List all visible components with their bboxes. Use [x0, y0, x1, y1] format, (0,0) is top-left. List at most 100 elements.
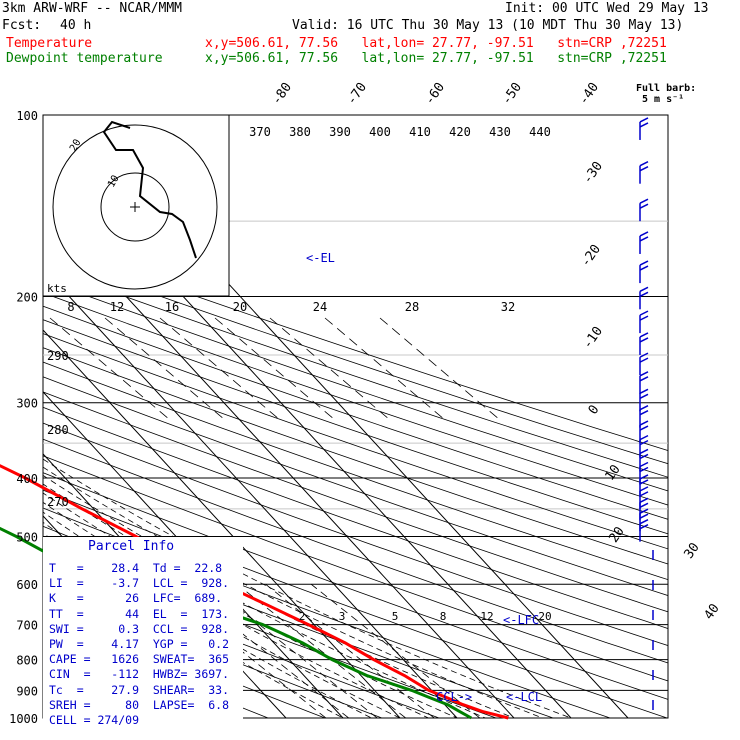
parcel-info-row: K = 26 LFC= 689.: [49, 591, 223, 606]
wind-barb-flag: [639, 434, 649, 441]
dry-adiabat: [43, 292, 668, 506]
moist-adiabat: [43, 466, 544, 718]
wind-barb-flag: [639, 166, 649, 172]
dry-adiabat: [43, 584, 384, 718]
mixing-ratio-label: 2: [299, 610, 306, 623]
speed-tick-label: 28: [405, 300, 419, 314]
wind-barb-flag: [639, 491, 649, 497]
isotherm-label: -40: [576, 80, 602, 108]
wind-barb-flag: [639, 474, 649, 480]
wind-barb-flag: [639, 508, 649, 514]
isotherm-label: 0: [586, 402, 603, 417]
wind-barb-flag: [639, 315, 649, 321]
isotherm-label: -20: [578, 242, 604, 270]
dry-adiabat: [43, 406, 668, 629]
theta-label: 420: [449, 125, 471, 139]
hodograph-box: [42, 114, 230, 297]
wind-barb-flag: [639, 404, 649, 411]
isotherm-label: -70: [344, 80, 370, 108]
mixing-ratio-label: 20: [538, 610, 551, 623]
valid-time: Valid: 16 UTC Thu 30 May 13 (10 MDT Thu …: [292, 18, 684, 33]
pressure-tick-label: 800: [16, 654, 38, 668]
mixing-ratio-line: [208, 583, 378, 718]
dewpoint-legend: Dewpoint temperature: [6, 51, 163, 66]
dry-adiabat: [43, 391, 668, 613]
theta-side-label: 290: [47, 349, 69, 363]
wind-barb-flag: [639, 523, 649, 530]
hodograph-ring-label: 20: [68, 138, 84, 154]
wind-barb-flag: [639, 439, 649, 446]
wind-barb-flag: [639, 291, 649, 297]
speed-tick-label: 24: [313, 300, 327, 314]
annotation-el: <-EL: [306, 251, 335, 265]
mixing-ratio-line: [265, 583, 435, 718]
isotherm-label: -30: [580, 159, 606, 187]
dry-adiabat: [43, 347, 668, 565]
wind-barb-flag: [639, 513, 649, 519]
moist-adiabat: [43, 458, 573, 718]
theta-label: 390: [329, 125, 351, 139]
wind-barb-flag: [639, 388, 649, 394]
speed-tick-label: 16: [165, 300, 179, 314]
parcel-info-row: T = 28.4 Td = 22.8: [49, 561, 223, 575]
dry-adiabat: [43, 489, 668, 718]
speed-guide-line: [104, 317, 226, 421]
wind-barb-flag: [639, 376, 649, 382]
hodograph-trace: [102, 120, 197, 259]
parcel-info-row: CELL = 274/09: [49, 713, 140, 727]
theta-label: 410: [409, 125, 431, 139]
theta-label: 370: [249, 125, 271, 139]
pressure-tick-label: 100: [16, 109, 38, 123]
wind-barb-flag: [639, 453, 649, 460]
wind-barb-flag: [639, 117, 649, 123]
hodograph-ring-label: 10: [106, 174, 122, 190]
wind-barb-flag: [639, 198, 649, 204]
hodograph-unit: kts: [47, 282, 67, 295]
speed-guide-line: [324, 317, 446, 421]
annotation-ccl: CCL->: [436, 690, 472, 704]
speed-guide-line: [214, 317, 336, 421]
isotherm-label: -80: [269, 80, 295, 108]
wind-barb-flag: [639, 409, 649, 416]
dry-adiabat: [43, 305, 668, 520]
speed-tick-label: 8: [67, 300, 74, 314]
mixing-ratio-label: 3: [339, 610, 346, 623]
pressure-tick-label: 1000: [9, 712, 38, 726]
wind-barb-flag: [639, 466, 649, 473]
wind-barb-flag: [639, 420, 649, 426]
temperature-location: x,y=506.61, 77.56 lat,lon= 27.77, -97.51…: [205, 36, 667, 51]
isotherm-line: [0, 115, 1, 718]
speed-tick-label: 12: [110, 300, 124, 314]
wind-barb-flag: [639, 479, 649, 485]
mixing-ratio-line: [236, 583, 406, 718]
wind-barb-flag: [639, 448, 649, 455]
parcel-info-row: LI = -3.7 LCL = 928.: [49, 576, 230, 591]
dry-adiabat: [43, 333, 668, 550]
wind-barb-flag: [639, 371, 649, 377]
wind-barb-flag: [639, 393, 649, 399]
wind-barb-flag: [639, 332, 649, 338]
pressure-tick-label: 600: [16, 578, 38, 592]
mixing-ratio-label: 5: [392, 610, 399, 623]
wind-barb-flag: [639, 231, 649, 237]
pressure-tick-label: 400: [16, 472, 38, 486]
hodograph: 20 10 kts: [42, 114, 230, 297]
barb-legend-unit: 5 m s⁻¹: [642, 94, 685, 105]
speed-guide-line: [49, 317, 171, 421]
temperature-legend: Temperature: [6, 36, 93, 51]
theta-label: 430: [489, 125, 511, 139]
wind-barb-flag: [639, 310, 649, 316]
mixing-ratio-line: [310, 583, 481, 718]
parcel-info-row: TT = 44 EL = 173.: [49, 606, 230, 621]
wind-barb-flag: [639, 425, 649, 431]
wind-barbs: [639, 117, 654, 710]
isotherm-line: [43, 267, 458, 718]
wind-barb-flag: [639, 357, 649, 363]
wind-barb-flag: [639, 461, 649, 468]
wind-barb-flag: [639, 161, 649, 167]
pressure-tick-label: 900: [16, 684, 38, 698]
speed-guide-line: [159, 317, 281, 421]
wind-barb-flag: [639, 518, 649, 525]
theta-side-label: 280: [47, 423, 69, 437]
